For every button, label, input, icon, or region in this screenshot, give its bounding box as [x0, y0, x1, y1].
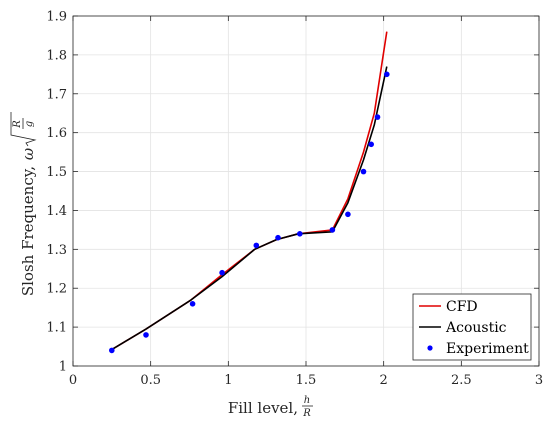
y-tick-label-5: 1.5 — [46, 165, 67, 180]
y-tick-label-6: 1.6 — [46, 126, 67, 141]
point-experiment-0 — [109, 347, 115, 354]
y-axis-label-frac-den: g — [24, 121, 35, 127]
legend-entry-cfd: CFD — [419, 299, 478, 315]
x-axis-label-frac-den: R — [302, 408, 311, 419]
x-tick-label-2: 1 — [224, 373, 232, 388]
point-experiment-12 — [384, 71, 390, 78]
x-tick-label-3: 1.5 — [296, 373, 317, 388]
legend-entry-acoustic: Acoustic — [419, 320, 507, 336]
x-tick-label-4: 2 — [380, 373, 388, 388]
x-axis-label-frac-num: h — [304, 395, 310, 406]
y-tick-label-4: 1.4 — [46, 204, 67, 219]
point-experiment-6 — [297, 231, 303, 237]
x-tick-label-6: 3 — [535, 373, 543, 388]
legend-cfd-label: CFD — [446, 299, 478, 315]
point-experiment-11 — [374, 114, 381, 120]
y-tick-label-1: 1.1 — [46, 321, 67, 336]
tick-labels: 0 0.5 1 1.5 2 2.5 3 1 1.1 1.2 1.3 1.4 1.5 1.6 1.7 1.8 1.… — [46, 10, 543, 389]
ticks — [72, 15, 540, 367]
point-experiment-8 — [345, 211, 351, 218]
y-axis-label-symbol: ω — [19, 148, 37, 160]
y-tick-label-9: 1.9 — [46, 10, 67, 25]
sqrt-sign — [10, 112, 37, 147]
point-experiment-10 — [368, 141, 375, 148]
x-axis-label: Fill level, h R — [228, 395, 313, 419]
series-line-acoustic — [109, 66, 388, 352]
y-tick-label-0: 1 — [59, 360, 67, 375]
x-tick-label-1: 0.5 — [140, 373, 161, 388]
y-tick-label-7: 1.7 — [46, 87, 67, 102]
y-axis-label-text: Slosh Frequency, — [19, 166, 37, 296]
legend: CFD Acoustic Experiment — [412, 293, 532, 361]
point-experiment-2 — [189, 301, 196, 307]
series-layer — [109, 31, 390, 354]
y-axis-label: Slosh Frequency, ω R g — [10, 112, 37, 296]
point-experiment-1 — [143, 332, 149, 338]
x-tick-label-5: 2.5 — [451, 373, 472, 388]
legend-acoustic-label: Acoustic — [445, 320, 507, 336]
legend-experiment-label: Experiment — [446, 341, 529, 357]
point-experiment-5 — [275, 234, 281, 241]
legend-experiment-marker — [427, 345, 433, 351]
x-axis-label-text: Fill level, — [228, 399, 298, 417]
point-experiment-7 — [329, 227, 336, 233]
point-experiment-9 — [360, 168, 367, 175]
legend-entry-experiment: Experiment — [427, 341, 529, 357]
x-tick-label-0: 0 — [69, 373, 77, 388]
y-tick-label-2: 1.2 — [46, 282, 67, 297]
point-experiment-4 — [253, 242, 260, 249]
point-experiment-3 — [219, 269, 225, 276]
y-axis-label-frac-num: R — [12, 120, 23, 129]
y-tick-label-8: 1.8 — [46, 48, 67, 63]
y-tick-label-3: 1.3 — [46, 243, 67, 258]
